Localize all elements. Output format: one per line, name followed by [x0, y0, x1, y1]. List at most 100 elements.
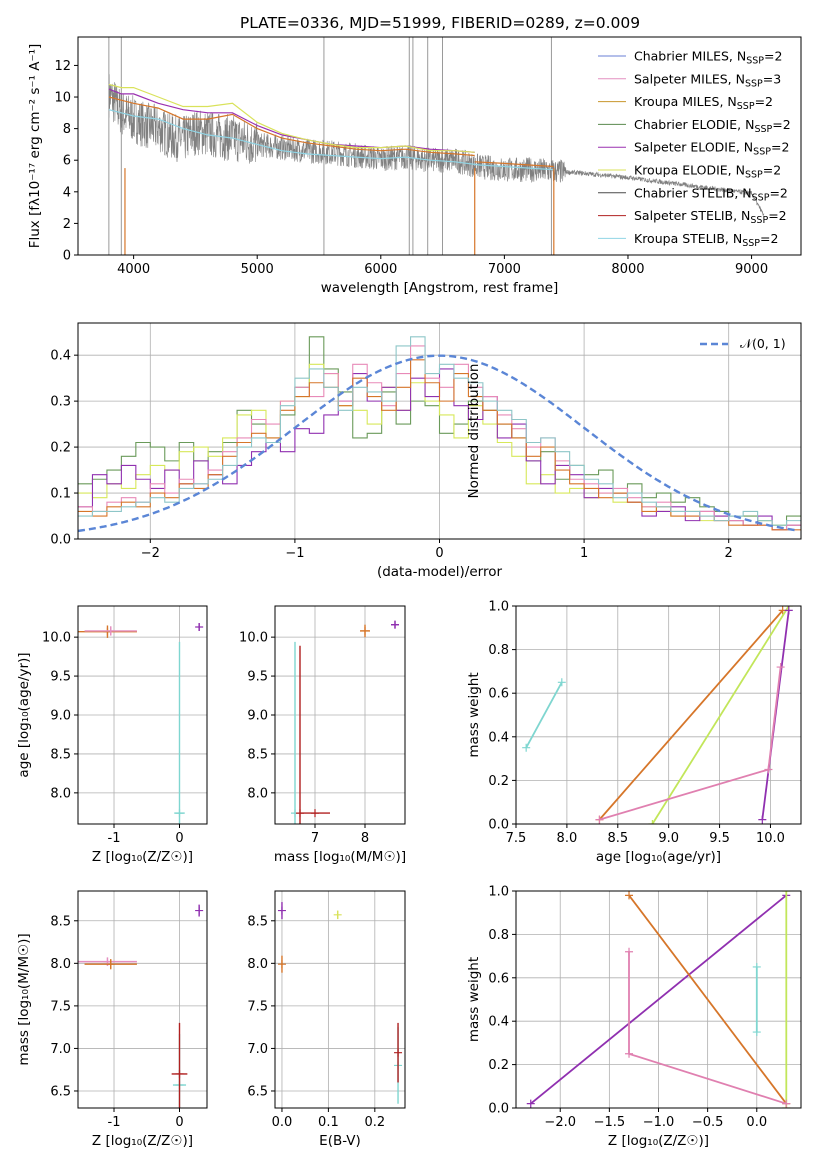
model-line: [108, 83, 475, 153]
x-tick-label: 9.5: [709, 831, 730, 846]
y-tick-label: 1.0: [488, 600, 509, 615]
y-tick-label: 6.5: [50, 1084, 71, 1099]
figure-title: PLATE=0336, MJD=51999, FIBERID=0289, z=0…: [240, 14, 640, 32]
x-tick-label: −2.0: [544, 1115, 576, 1130]
chart-panel-1: 𝒩(0, 1) −2 −1 0 1 2 0.0 0.1 0.2 0.3 0.4 (data-model…: [50, 322, 802, 580]
axes-frame: [77, 890, 208, 1109]
x-tick-label: 8000: [611, 262, 644, 277]
plot-area: [516, 606, 801, 824]
weight-line: [599, 666, 782, 821]
legend-entry: Salpeter ELODIE, NSSP=2: [634, 140, 789, 158]
chart-panel-0: Chabrier MILES, NSSP=2 Salpeter MILES, NS…: [27, 36, 802, 296]
legend-value: =3: [763, 71, 781, 86]
weight-line: [525, 681, 563, 749]
x-tick-label: -1: [108, 1115, 121, 1130]
x-tick-label: 9000: [735, 262, 768, 277]
data-point: [311, 809, 319, 818]
x-tick-label: 7000: [488, 262, 521, 277]
x-tick-label: 2: [725, 546, 733, 561]
weight-point: [782, 1099, 791, 1108]
weight-point: [782, 891, 791, 895]
y-tick-label: 0.2: [488, 1058, 509, 1073]
y-tick-label: 9.0: [50, 709, 71, 724]
weight-point: [648, 820, 657, 824]
legend-value: =2: [769, 185, 787, 200]
plot-area: [108, 37, 765, 255]
legend-value: =2: [755, 94, 773, 109]
x-axis-label: mass [log₁₀(M/M☉)]: [274, 849, 406, 865]
legend-entry: Kroupa STELIB, NSSP=2: [634, 231, 778, 249]
y-tick-label: 0.4: [488, 730, 509, 745]
y-tick-label: 0.0: [488, 1102, 509, 1117]
model-line: [108, 109, 554, 171]
data-point: [195, 906, 204, 915]
axes-frame: [77, 36, 802, 256]
plot-area: [516, 891, 801, 1108]
weight-point: [625, 891, 634, 900]
chart-panel-4: 7.5 8.0 8.5 9.0 9.5 10.0 0.0 0.2 0.4 0.6 0.8 1.0 age…: [466, 600, 802, 865]
x-tick-label: 7: [311, 831, 319, 846]
y-tick-label: 8.5: [247, 914, 268, 929]
weight-point: [758, 815, 767, 824]
x-tick-label: −1.0: [643, 1115, 675, 1130]
data-point: [361, 626, 369, 635]
y-tick-label: 0.0: [488, 818, 509, 833]
plot-area: [78, 606, 207, 824]
y-tick-label: 0.6: [488, 687, 509, 702]
legend-entry: Salpeter STELIB, NSSP=2: [634, 208, 787, 226]
y-tick-label: 8.5: [50, 914, 71, 929]
data-point: [195, 623, 204, 632]
x-tick-label: 1: [580, 546, 588, 561]
legend-value: =2: [760, 231, 778, 246]
legend-value: =2: [764, 49, 782, 64]
y-tick-label: 0.4: [50, 349, 71, 364]
legend-subscript: SSP: [754, 124, 772, 135]
weight-point: [625, 947, 634, 956]
plot-area: [78, 891, 207, 1108]
y-tick-label: 8.0: [50, 786, 71, 801]
weight-point: [776, 663, 785, 672]
y-tick-label: 12: [54, 59, 71, 74]
x-axis-label: E(B-V): [319, 1133, 361, 1149]
data-point: [394, 1048, 403, 1057]
y-tick-label: 2: [63, 217, 71, 232]
x-axis-label: Z [log₁₀(Z/Z☉)]: [92, 1133, 193, 1149]
y-tick-label: 0.2: [488, 774, 509, 789]
y-tick-label: 0.6: [488, 971, 509, 986]
legend-value: =2: [771, 140, 789, 155]
data-point: [277, 906, 286, 915]
x-tick-label: 6000: [364, 262, 397, 277]
legend-subscript: SSP: [745, 78, 763, 89]
data-point: [333, 910, 342, 919]
weight-point: [526, 1099, 535, 1108]
weight-point: [595, 815, 604, 824]
x-axis-label: age [log₁₀(age/yr)]: [596, 849, 721, 865]
y-tick-label: 0.3: [50, 395, 71, 410]
legend-entry: Kroupa MILES, NSSP=2: [634, 94, 773, 112]
weight-line: [651, 606, 790, 824]
weight-point: [752, 1028, 761, 1037]
legend-entry: Chabrier MILES, NSSP=2: [634, 49, 782, 67]
legend-subscript: SSP: [746, 56, 764, 67]
weight-line: [530, 894, 787, 1105]
legend-subscript: SSP: [737, 101, 755, 112]
x-axis-label: Z [log₁₀(Z/Z☉)]: [92, 849, 193, 865]
histogram-step: [78, 336, 801, 526]
data-point: [106, 960, 115, 969]
y-axis-label: Normed distribution: [466, 364, 482, 499]
x-tick-label: 0: [435, 546, 443, 561]
weight-point: [764, 765, 773, 774]
x-axis-label: Z [log₁₀(Z/Z☉)]: [608, 1133, 709, 1149]
chart-panel-2: -1 0 8.0 8.5 9.0 9.5 10.0 Z [log₁₀(Z/Z☉)] age [l…: [16, 605, 208, 865]
legend-subscript: SSP: [745, 170, 763, 181]
weight-point: [784, 606, 793, 615]
x-tick-label: 8: [361, 831, 369, 846]
y-axis-label: mass weight: [466, 957, 482, 1042]
data-point: [175, 809, 184, 818]
x-tick-label: 0: [175, 831, 183, 846]
x-tick-label: 0.0: [272, 1115, 293, 1130]
data-point: [277, 960, 286, 969]
chart-panel-7: −2.0 −1.5 −1.0 −0.5 0.0 0.0 0.2 0.4 0.6 0.8 1.0 Z […: [466, 885, 802, 1149]
x-tick-label: −0.5: [692, 1115, 724, 1130]
legend-entry: Chabrier ELODIE, NSSP=2: [634, 117, 791, 135]
